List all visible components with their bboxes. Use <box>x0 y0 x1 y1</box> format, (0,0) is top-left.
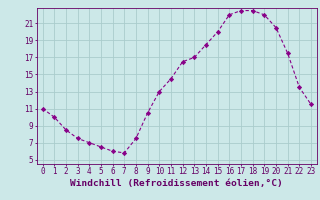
X-axis label: Windchill (Refroidissement éolien,°C): Windchill (Refroidissement éolien,°C) <box>70 179 283 188</box>
